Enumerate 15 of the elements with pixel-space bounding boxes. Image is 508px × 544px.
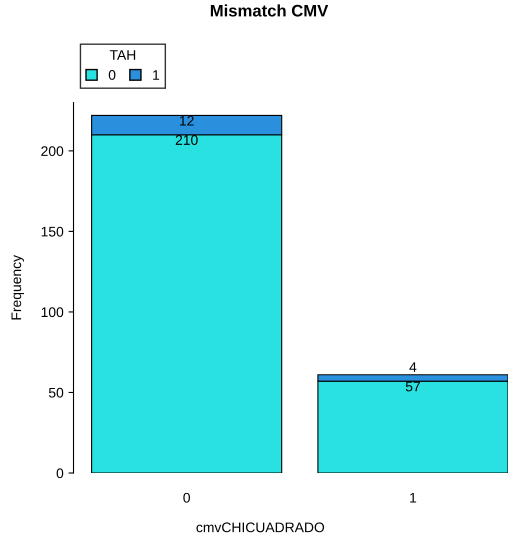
data-label: 210	[176, 135, 198, 145]
y-tick-label: 200	[41, 146, 64, 156]
y-tick-label: 50	[48, 388, 64, 398]
y-tick-label: 150	[42, 226, 64, 237]
data-label: 4	[409, 362, 416, 372]
legend-label: 1	[153, 70, 160, 80]
y-axis-title: Frequency	[12, 254, 24, 320]
data-label: 57	[406, 382, 420, 392]
x-axis-title: cmvCHICUADRADO	[196, 522, 324, 532]
y-tick-label: 0	[56, 468, 64, 478]
y-tick-label: 100	[42, 307, 64, 318]
chart-title: Mismatch CMV	[210, 4, 328, 17]
legend-title: TAH	[110, 50, 136, 60]
data-label: 12	[180, 116, 194, 126]
legend-label: 0	[108, 70, 116, 80]
